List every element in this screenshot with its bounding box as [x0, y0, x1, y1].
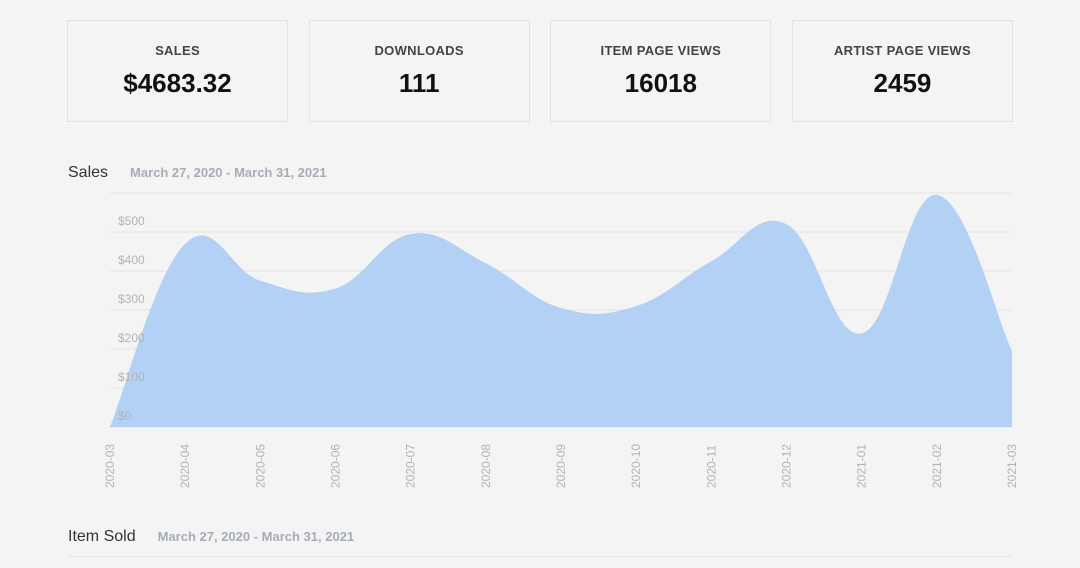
stat-value: 111	[398, 68, 440, 98]
stat-label: ARTIST PAGE VIEWS	[833, 43, 971, 58]
x-tick-label: 2021-03	[1005, 444, 1019, 488]
section-title: Item Sold	[68, 528, 136, 545]
date-range: March 27, 2020 - March 31, 2021	[130, 165, 327, 180]
x-tick-label: 2020-10	[629, 444, 643, 488]
x-tick-label: 2020-04	[178, 444, 192, 488]
stat-label: ITEM PAGE VIEWS	[600, 43, 722, 58]
x-tick-label: 2020-06	[329, 444, 343, 488]
section-title: Sales	[68, 164, 109, 181]
y-tick-label: $500	[118, 214, 145, 228]
y-tick-label: $200	[118, 331, 145, 345]
x-tick-label: 2020-07	[404, 444, 418, 488]
stats-cards: SALES $4683.32 DOWNLOADS 111 ITEM PAGE V…	[67, 20, 1013, 124]
stat-card-item-page-views: ITEM PAGE VIEWS 16018	[550, 20, 772, 122]
y-tick-label: $100	[118, 370, 145, 384]
x-tick-label: 2020-08	[479, 444, 493, 488]
stat-value: 2459	[873, 68, 932, 98]
x-tick-label: 2020-12	[780, 444, 794, 488]
x-tick-label: 2020-09	[554, 444, 568, 488]
x-tick-label: 2021-01	[855, 444, 869, 488]
x-tick-label: 2020-05	[253, 444, 267, 488]
stat-label: SALES	[155, 43, 200, 58]
stat-label: DOWNLOADS	[374, 43, 464, 58]
y-tick-label: $0	[118, 409, 132, 423]
items-sold-section-header: Item Sold March 27, 2020 - March 31, 202…	[68, 528, 354, 546]
stat-value: $4683.32	[123, 68, 232, 98]
y-tick-label: $300	[118, 292, 145, 306]
stat-card-sales: SALES $4683.32	[67, 20, 288, 122]
stat-card-downloads: DOWNLOADS 111	[308, 20, 530, 122]
x-tick-label: 2021-02	[930, 444, 944, 488]
x-tick-label: 2020-11	[704, 445, 718, 488]
x-tick-label: 2020-03	[103, 444, 117, 488]
section-divider	[67, 556, 1013, 557]
stat-value: 16018	[624, 68, 697, 98]
sales-section-header: Sales March 27, 2020 - March 31, 2021	[68, 164, 327, 182]
sales-area	[110, 194, 1012, 427]
y-tick-label: $400	[118, 253, 145, 267]
date-range: March 27, 2020 - March 31, 2021	[157, 529, 355, 544]
stat-card-artist-page-views: ARTIST PAGE VIEWS 2459	[791, 20, 1013, 122]
